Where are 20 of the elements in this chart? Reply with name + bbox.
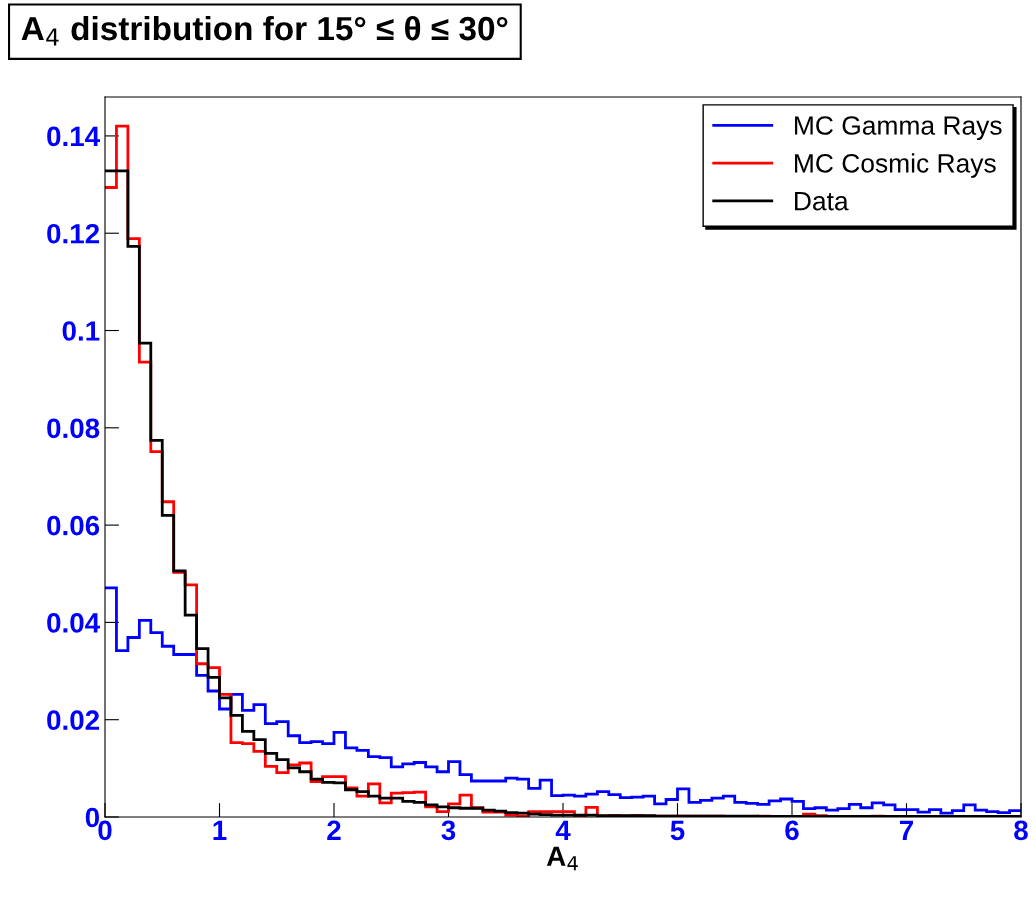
x-tick-label: 3 (441, 820, 456, 841)
x-tick-label: 6 (785, 820, 799, 841)
x-tick-label: 4 (555, 820, 571, 840)
y-tick-label: 0.1 (62, 321, 100, 341)
legend-label: MC Gamma Rays (795, 116, 1002, 141)
y-tick-label: 0.12 (47, 223, 100, 244)
legend-label: Data (795, 192, 849, 211)
x-tick-label: 5 (670, 820, 685, 841)
x-tick-label: 1 (213, 820, 227, 840)
x-tick-label: 7 (899, 820, 913, 840)
legend-label: MC Cosmic Rays (795, 153, 996, 178)
y-tick-label: 0.14 (47, 126, 100, 147)
chart-title: A$_{4}$ distribution for 15° ≤ θ ≤ 30° (21, 15, 508, 46)
y-tick-label: 0.02 (47, 710, 100, 731)
y-tick-label: 0.06 (47, 515, 100, 536)
y-tick-label: 0.04 (47, 613, 100, 633)
x-axis-title: A$_{4}$ (546, 846, 578, 871)
y-tick-label: 0.08 (47, 418, 100, 439)
x-tick-label: 8 (1014, 820, 1028, 841)
x-tick-label: 2 (327, 820, 341, 840)
